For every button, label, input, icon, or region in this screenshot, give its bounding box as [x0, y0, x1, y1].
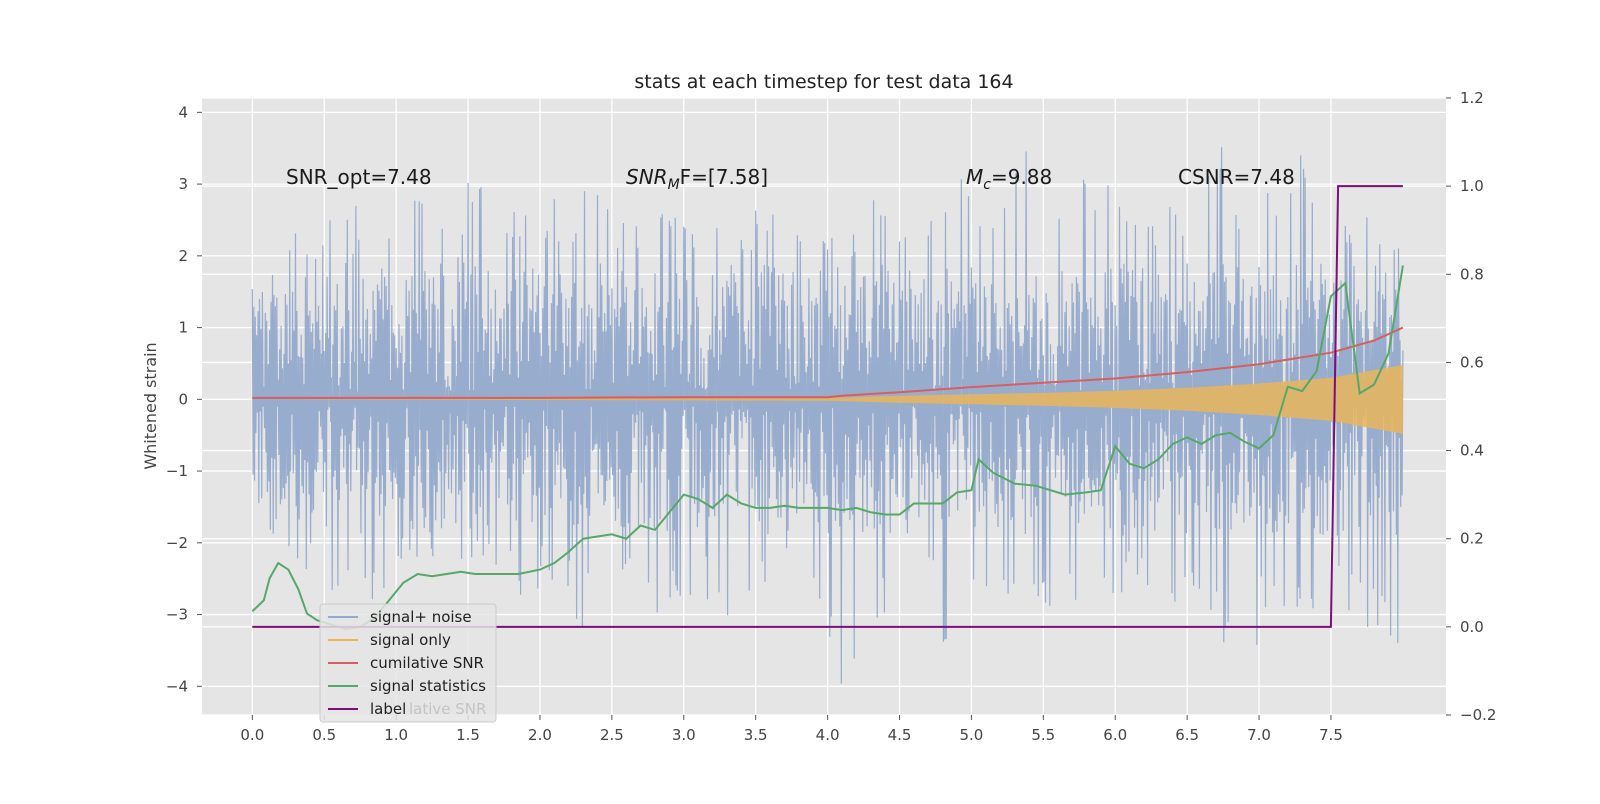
- y-tick-label: −3: [166, 606, 188, 624]
- data-series: [251, 147, 1404, 684]
- y2-tick-label: −0.2: [1460, 706, 1496, 724]
- annotation-mc-sub: c: [983, 177, 991, 193]
- x-tick-label: 1.0: [384, 726, 408, 744]
- x-tick-label: 6.5: [1175, 726, 1199, 744]
- x-tick-label: 6.0: [1103, 726, 1127, 744]
- x-tick-label: 5.5: [1031, 726, 1055, 744]
- legend-label-signal-only: signal only: [370, 631, 451, 649]
- y-tick-label: 2: [178, 247, 188, 265]
- legend-label-cumulative-snr: cumilative SNR: [370, 654, 484, 672]
- x-tick-label: 7.0: [1247, 726, 1271, 744]
- y-tick-label: 0: [178, 390, 188, 408]
- annotation-mc-rest: =9.88: [991, 165, 1052, 189]
- y-tick-label: −1: [166, 462, 188, 480]
- x-tick-label: 2.5: [600, 726, 624, 744]
- annotation-snr-mf: SNRMF=[7.58]: [626, 165, 768, 193]
- annotation-csnr: CSNR=7.48: [1178, 165, 1295, 189]
- annotation-snr-mf-sub: M: [668, 177, 680, 193]
- y-tick-label: 3: [178, 175, 188, 193]
- y-axis-label: Whitened strain: [141, 342, 160, 469]
- legend-label-signal-noise: signal+ noise: [370, 608, 472, 626]
- chart-title: stats at each timestep for test data 164: [634, 71, 1013, 93]
- y-tick-label: −2: [166, 534, 188, 552]
- x-tick-label: 1.5: [456, 726, 480, 744]
- annotation-snr-mf-main: SNR: [626, 165, 668, 189]
- y2-tick-label: 1.0: [1460, 177, 1484, 195]
- x-tick-label: 4.0: [816, 726, 840, 744]
- annotation-mc-main: M: [966, 165, 983, 189]
- annotation-mc: Mc=9.88: [966, 165, 1052, 193]
- y2-tick-label: 0.8: [1460, 265, 1484, 283]
- y-tick-label: −4: [166, 677, 188, 695]
- y2-tick-label: 1.2: [1460, 89, 1484, 107]
- legend-label-signal-statistics: signal statistics: [370, 677, 486, 695]
- x-tick-label: 7.5: [1319, 726, 1343, 744]
- label-line: [252, 185, 1403, 628]
- y-tick-label: 4: [178, 103, 188, 121]
- x-tick-label: 0.0: [240, 726, 264, 744]
- signal-noise-line: [251, 147, 1404, 684]
- axis-ticks: 0.0 0.5 1.0 1.5 2.0 2.5 3.0 3.5 4.0 4.5 5.0 5.5 6.0 6…: [166, 89, 1497, 744]
- x-tick-label: 4.5: [888, 726, 912, 744]
- y2-tick-label: 0.6: [1460, 353, 1484, 371]
- x-tick-label: 3.5: [744, 726, 768, 744]
- x-tick-label: 3.0: [672, 726, 696, 744]
- x-tick-label: 2.0: [528, 726, 552, 744]
- annotation-snr-mf-rest: F=[7.58]: [680, 165, 768, 189]
- legend-box: [319, 603, 497, 723]
- x-tick-label: 0.5: [312, 726, 336, 744]
- y2-tick-label: 0.0: [1460, 618, 1484, 636]
- signal-statistics-line: [251, 265, 1404, 631]
- cumulative-snr-line: [252, 326, 1404, 399]
- signal-only-area: [252, 364, 1403, 434]
- x-tick-label: 5.0: [959, 726, 983, 744]
- legend-overlap-text: lative SNR: [409, 700, 486, 718]
- legend: signal+ noise signal only cumilative SNR…: [319, 603, 497, 723]
- y-tick-label: 1: [178, 319, 188, 337]
- y2-tick-label: 0.4: [1460, 442, 1484, 460]
- y2-tick-label: 0.2: [1460, 530, 1484, 548]
- legend-label-label: label: [370, 700, 406, 718]
- annotation-snr-opt: SNR_opt=7.48: [286, 165, 432, 189]
